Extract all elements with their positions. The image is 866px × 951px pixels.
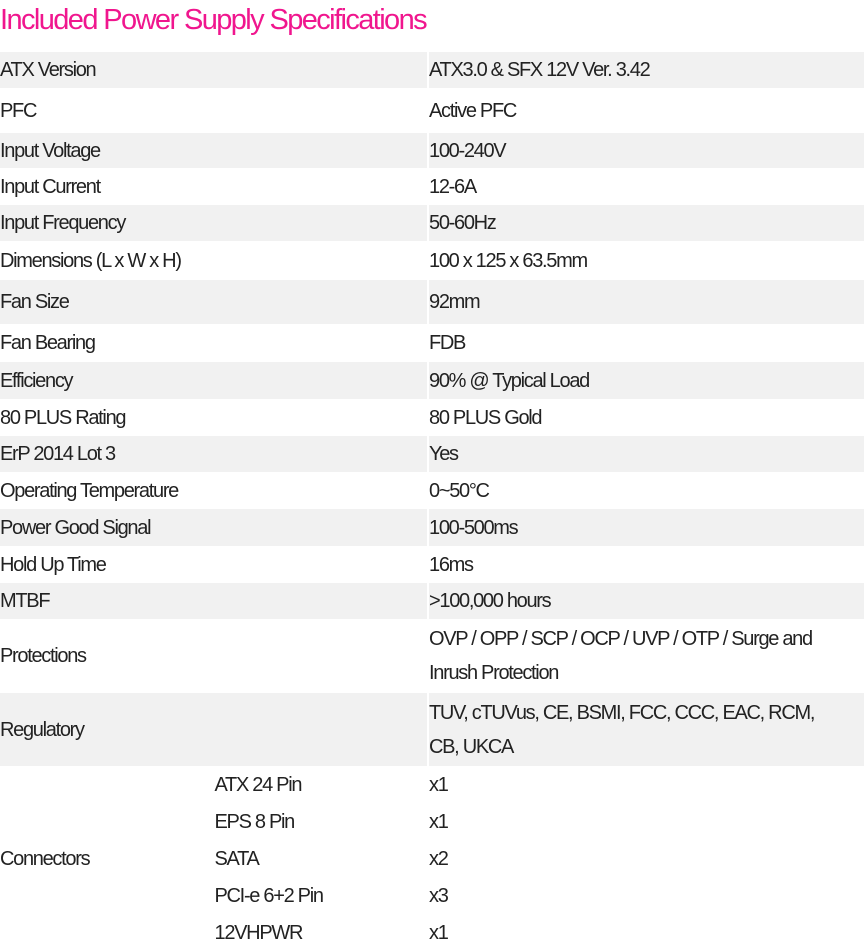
connector-count: x1	[429, 803, 864, 840]
spec-label: Protections	[0, 645, 87, 667]
spec-label: MTBF	[0, 583, 427, 619]
spec-row: Power Good Signal 100-500ms	[0, 509, 864, 546]
spec-label: Fan Bearing	[0, 332, 96, 354]
connector-name: ATX 24 Pin	[214, 766, 427, 803]
spec-value: 0~50°C	[429, 479, 490, 502]
spec-table: ATX Version ATX3.0 & SFX 12V Ver. 3.42 PFC…	[0, 52, 866, 951]
spec-value: TUV, cTUVus, CE, BSMI, FCC, CCC, EAC, RC…	[429, 693, 864, 766]
connector-count: x1	[429, 766, 864, 803]
connector-count: x2	[429, 840, 864, 877]
connector-name: PCI-e 6+2 Pin	[214, 877, 427, 914]
spec-label: Regulatory	[0, 693, 427, 766]
spec-label: Operating Temperature	[0, 479, 179, 502]
connector-row: Connectors ATX 24 Pin x1	[0, 766, 864, 951]
connector-count: x3	[429, 877, 864, 914]
spec-row: Dimensions (L x W x H) 100 x 125 x 63.5mm	[0, 241, 864, 280]
page-title: Included Power Supply Specifications	[0, 4, 428, 36]
spec-value: 80 PLUS Gold	[429, 406, 543, 429]
spec-label: ATX Version	[0, 52, 427, 88]
connector-name: 12VHPWR	[214, 914, 427, 951]
spec-value: OVP / OPP / SCP / OCP / UVP / OTP / Surg…	[429, 628, 813, 684]
spec-row: Protections OVP / OPP / SCP / OCP / UVP /…	[0, 619, 864, 693]
spec-value: Yes	[429, 436, 864, 472]
spec-value: 90% @ Typical Load	[429, 362, 864, 399]
connector-count: x1	[429, 914, 864, 951]
spec-row: Efficiency 90% @ Typical Load	[0, 362, 864, 399]
spec-value: 92mm	[429, 280, 864, 324]
connector-row: PCI-e 6+2 Pin x3	[0, 877, 864, 914]
connectors-label: Connectors	[0, 766, 213, 951]
connector-name: EPS 8 Pin	[214, 803, 427, 840]
spec-value: 50-60Hz	[429, 205, 864, 241]
spec-row: Operating Temperature 0~50°C	[0, 472, 864, 509]
spec-value: >100,000 hours	[429, 583, 864, 619]
connector-row: 12VHPWR x1	[0, 914, 864, 951]
spec-row: ErP 2014 Lot 3 Yes	[0, 436, 864, 472]
spec-label: ErP 2014 Lot 3	[0, 436, 427, 472]
spec-value: 100-500ms	[429, 509, 864, 546]
connector-row: SATA x2	[0, 840, 864, 877]
spec-label: Efficiency	[0, 362, 427, 399]
connector-name: SATA	[214, 840, 427, 877]
spec-label: Dimensions (L x W x H)	[0, 249, 182, 272]
spec-value: ATX3.0 & SFX 12V Ver. 3.42	[429, 52, 864, 88]
spec-label: Hold Up Time	[0, 553, 107, 576]
spec-row: ATX Version ATX3.0 & SFX 12V Ver. 3.42	[0, 52, 864, 88]
spec-row: 80 PLUS Rating 80 PLUS Gold	[0, 399, 864, 436]
spec-value: 16ms	[429, 553, 474, 576]
spec-value: 100-240V	[429, 133, 864, 168]
spec-value: 100 x 125 x 63.5mm	[429, 249, 588, 272]
spec-label: PFC	[0, 99, 37, 122]
spec-row: Regulatory TUV, cTUVus, CE, BSMI, FCC, CC…	[0, 693, 864, 766]
spec-label: Fan Size	[0, 280, 427, 324]
spec-label: Input Voltage	[0, 133, 427, 168]
spec-value: Active PFC	[429, 99, 517, 122]
spec-label: Power Good Signal	[0, 509, 427, 546]
spec-label: Input Current	[0, 175, 101, 198]
spec-row: PFC Active PFC	[0, 88, 864, 133]
spec-row: Input Current 12-6A	[0, 168, 864, 205]
spec-row: MTBF >100,000 hours	[0, 583, 864, 619]
spec-row: Hold Up Time 16ms	[0, 546, 864, 583]
spec-row: Fan Size 92mm	[0, 280, 864, 324]
spec-row: Input Frequency 50-60Hz	[0, 205, 864, 241]
spec-label: Input Frequency	[0, 205, 427, 241]
spec-value: 12-6A	[429, 175, 477, 198]
spec-value: FDB	[429, 332, 466, 354]
connector-row: EPS 8 Pin x1	[0, 803, 864, 840]
spec-label: 80 PLUS Rating	[0, 406, 127, 429]
spec-row: Fan Bearing FDB	[0, 324, 864, 362]
spec-row: Input Voltage 100-240V	[0, 133, 864, 168]
